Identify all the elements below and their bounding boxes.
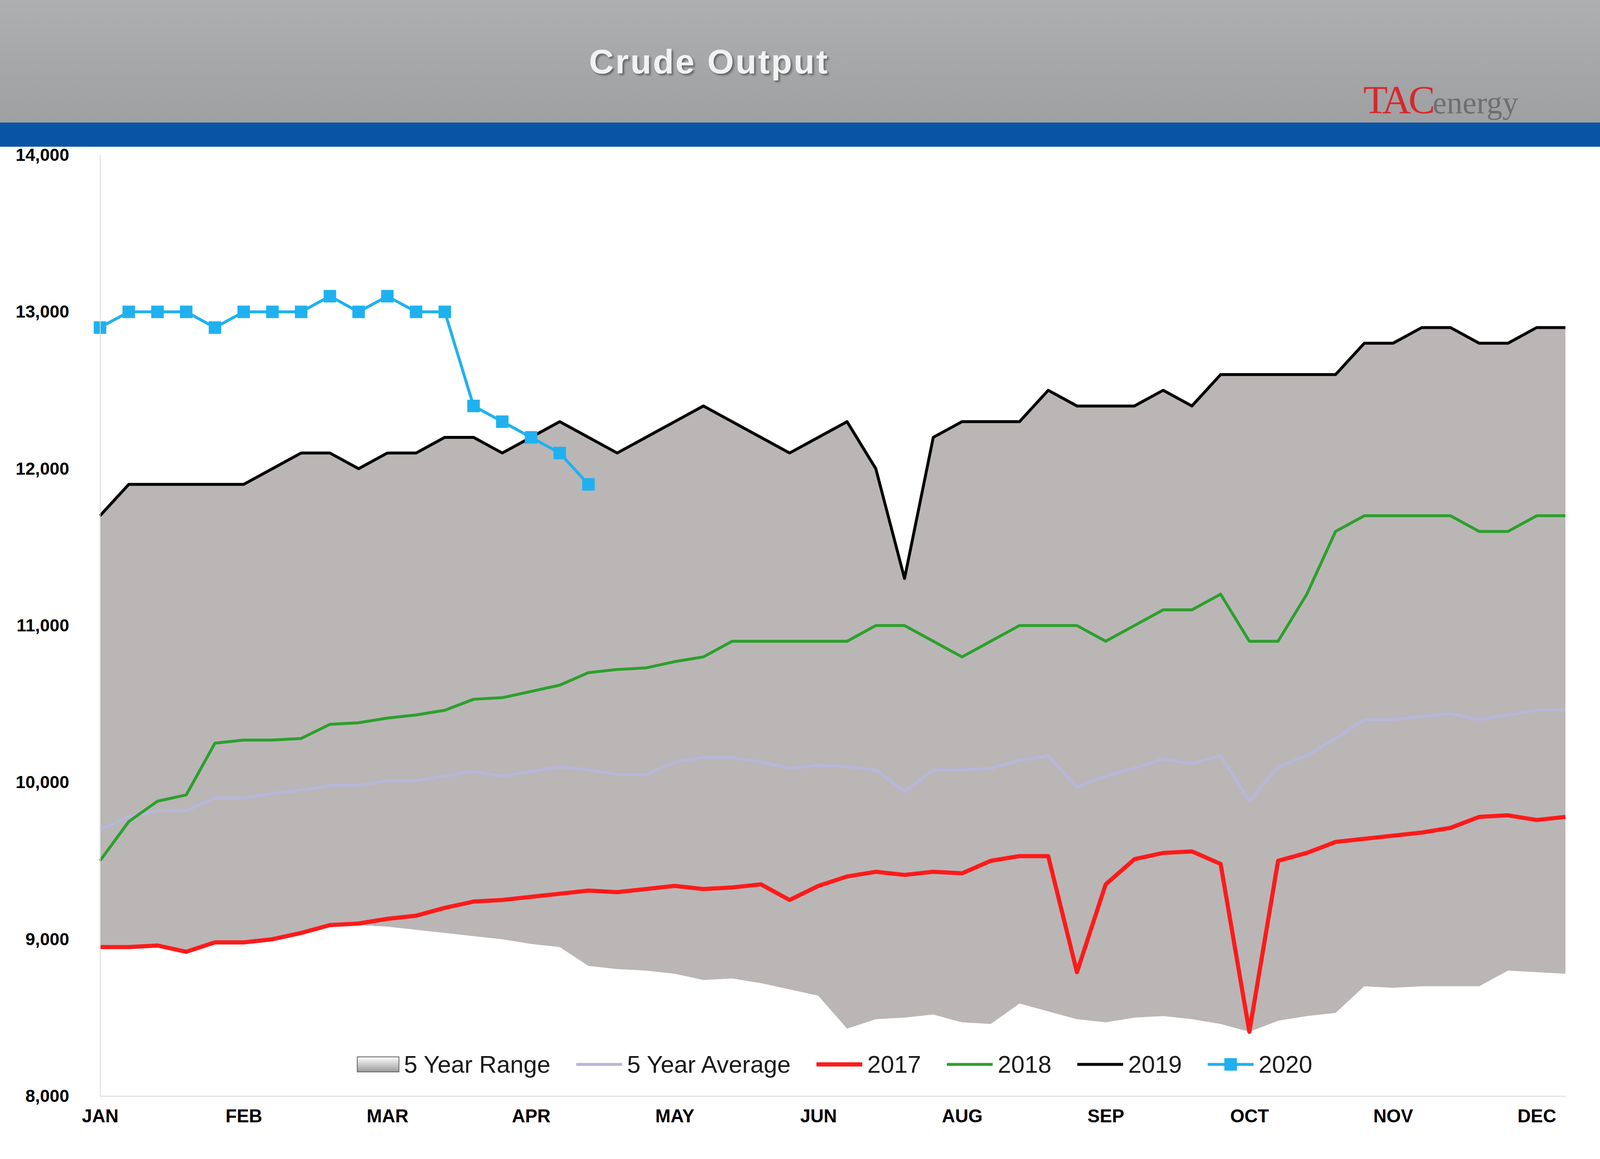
x-tick-label: AUG [941, 1105, 983, 1126]
x-axis: JAN FEB MAR APR MAY JUN AUG SEP OCT NOV DEC [81, 1095, 1566, 1126]
legend-marker [1224, 1057, 1238, 1071]
x-tick-label: OCT [1230, 1105, 1269, 1126]
x-tick: AUG [941, 1095, 983, 1126]
legend-item: 2020 [1207, 1050, 1313, 1078]
series-marker [467, 399, 480, 413]
x-tick-label: JAN [81, 1105, 119, 1126]
series-marker [151, 305, 164, 318]
plot-marks [93, 290, 1566, 1032]
y-tick-label: 11,000 [16, 615, 70, 635]
y-tick-label: 12,000 [15, 458, 70, 479]
chart-svg: Crude Output TACenergy 8,000 9,000 10,000 11,… [0, 0, 1600, 1159]
y-tick-label: 10,000 [15, 772, 70, 792]
header-stripe [0, 122, 1600, 147]
y-axis: 8,000 9,000 10,000 11,000 12,000 13,000 14,000 [15, 145, 101, 1106]
x-tick: MAR [366, 1095, 409, 1126]
legend-label: 5 Year Range [403, 1050, 551, 1078]
x-tick-label: FEB [225, 1105, 263, 1126]
x-tick: OCT [1230, 1095, 1269, 1126]
logo-part: energy [1432, 85, 1518, 120]
background [0, 0, 1600, 1159]
x-tick: APR [511, 1095, 551, 1126]
series-line [100, 296, 589, 485]
y-tick: 9,000 [25, 929, 100, 949]
series-marker [266, 305, 279, 318]
legend-swatch [357, 1056, 399, 1072]
y-tick: 8,000 [25, 1085, 100, 1106]
x-tick-label: MAR [366, 1105, 409, 1126]
y-tick-label: 8,000 [25, 1085, 70, 1106]
legend-label: 2020 [1258, 1050, 1313, 1078]
logo-part: TAC [1363, 77, 1433, 123]
range-area [100, 327, 1566, 1032]
legend: 5 Year Range 5 Year Average 2017 2018 2019 20… [357, 1050, 1313, 1078]
series-marker [495, 415, 509, 428]
legend-item: 2019 [1077, 1050, 1182, 1078]
legend-label: 2019 [1127, 1050, 1182, 1078]
x-tick: MAY [655, 1095, 695, 1126]
series-marker [208, 321, 222, 334]
legend-item: 5 Year Average [576, 1050, 791, 1078]
y-tick-label: 9,000 [25, 929, 70, 949]
y-tick: 10,000 [15, 772, 100, 792]
legend-item: 5 Year Range [357, 1050, 551, 1078]
y-tick: 14,000 [15, 145, 100, 165]
x-tick-label: APR [511, 1105, 551, 1126]
y-tick-label: 13,000 [15, 301, 70, 322]
y-axis-line [100, 155, 101, 1097]
series-marker [352, 305, 365, 318]
legend-label: 2018 [997, 1050, 1052, 1078]
x-tick-label: MAY [655, 1105, 695, 1126]
header-band [0, 0, 1600, 123]
x-tick: JAN [81, 1095, 119, 1126]
series-marker [438, 305, 452, 318]
y-tick: 11,000 [16, 615, 100, 635]
legend-item: 2017 [816, 1050, 921, 1078]
x-tick: JUN [800, 1095, 838, 1126]
x-tick: FEB [225, 1095, 263, 1126]
series-marker [295, 305, 308, 318]
y-tick: 12,000 [15, 458, 100, 479]
series-marker [553, 446, 566, 460]
x-tick-label: JUN [800, 1105, 838, 1126]
series-marker [524, 430, 538, 444]
series-marker [323, 290, 337, 303]
x-tick: DEC [1517, 1095, 1557, 1126]
legend-label: 2017 [867, 1050, 921, 1078]
x-tick-label: DEC [1517, 1105, 1557, 1126]
series-marker [122, 305, 135, 318]
logo: TACenergy [1363, 77, 1519, 123]
series-marker [410, 305, 423, 318]
series-marker [180, 305, 193, 318]
series-line [100, 327, 1566, 579]
x-axis-line [100, 1095, 1566, 1097]
legend-swatch [946, 1062, 993, 1066]
x-tick: NOV [1373, 1095, 1414, 1126]
x-tick-label: SEP [1087, 1105, 1125, 1126]
legend-swatch [1077, 1062, 1123, 1066]
chart-container: Crude Output TACenergy 8,000 9,000 10,000 11,… [0, 0, 1600, 1159]
x-tick: SEP [1087, 1095, 1125, 1126]
x-tick-label: NOV [1373, 1105, 1414, 1126]
chart-title: Crude Output [589, 42, 830, 81]
legend-swatch [816, 1062, 863, 1067]
series-marker [237, 305, 250, 318]
series-line [100, 815, 1566, 1032]
series-line [100, 515, 1566, 861]
legend-swatch [576, 1062, 623, 1066]
series-marker [582, 477, 595, 491]
y-tick: 13,000 [15, 301, 100, 322]
series-marker [381, 290, 394, 303]
legend-item: 2018 [946, 1050, 1052, 1078]
legend-label: 5 Year Average [627, 1050, 791, 1078]
y-tick-label: 14,000 [15, 145, 70, 165]
